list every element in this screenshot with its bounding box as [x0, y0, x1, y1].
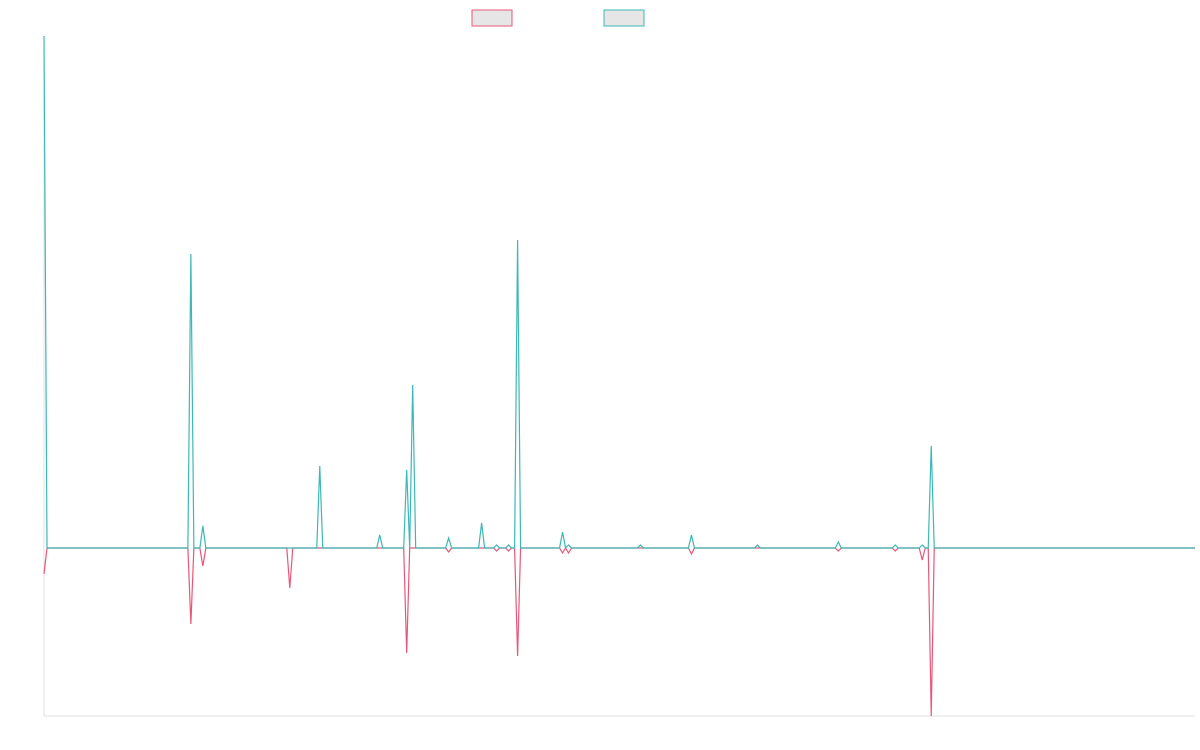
series-line	[43, 546, 1195, 717]
legend-swatch	[603, 9, 645, 27]
legend-swatch	[471, 9, 513, 27]
series-line	[43, 35, 1195, 550]
